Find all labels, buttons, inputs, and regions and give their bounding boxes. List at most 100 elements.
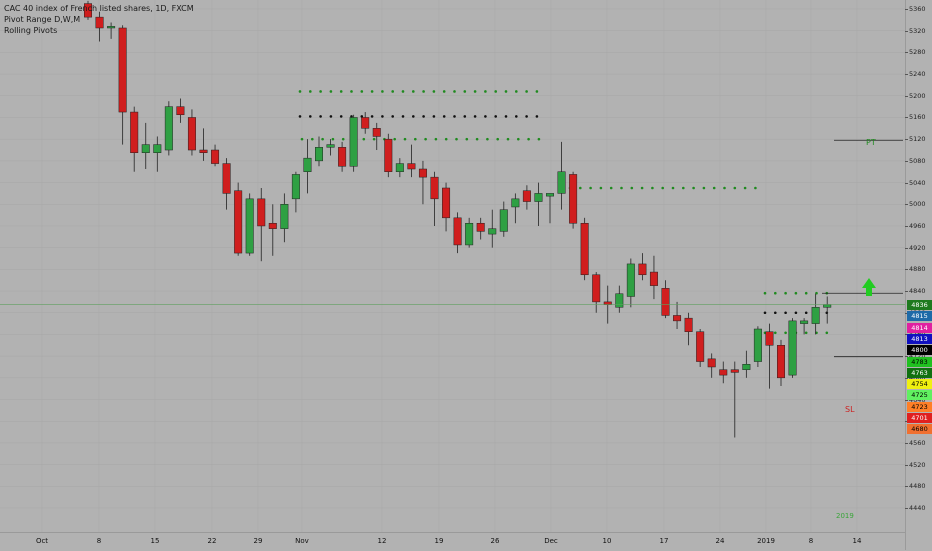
chart-legend: CAC 40 index of French listed shares, 1D… xyxy=(4,3,194,36)
target-up-arrow-icon xyxy=(862,278,876,296)
pivot-dot xyxy=(463,115,467,118)
time-tick-label: Oct xyxy=(35,537,49,545)
pivot-dot xyxy=(525,115,528,118)
candle-body xyxy=(673,315,682,322)
pivot-dot xyxy=(360,115,364,118)
price-tick-label: 4880 xyxy=(905,265,926,274)
price-tick-label: 4720 xyxy=(905,352,926,360)
candle-body xyxy=(234,190,243,254)
time-tick-label: 8 xyxy=(808,537,814,545)
overlays xyxy=(0,139,905,358)
pivot-dot xyxy=(535,115,539,118)
pivot-dot xyxy=(504,115,508,118)
pivot-dot xyxy=(599,186,603,190)
pivot-dot xyxy=(682,186,685,190)
candle-body xyxy=(384,138,393,172)
pivot-dot xyxy=(794,291,798,295)
pivot-dot xyxy=(515,115,518,118)
pivot-dot xyxy=(455,137,458,141)
symbol-title: CAC 40 index of French listed shares, 1D… xyxy=(4,4,194,13)
price-tick-label: 4680 xyxy=(905,373,926,382)
price-tick-label: 5360 xyxy=(905,5,926,13)
time-tick-label: 15 xyxy=(150,537,160,545)
candle-body xyxy=(476,222,485,232)
chart-pane[interactable]: CAC 40 index of French listed shares, 1D… xyxy=(0,0,905,532)
pivot-dot xyxy=(723,186,726,190)
year-watermark: 2019 xyxy=(836,512,854,520)
candle-body xyxy=(395,163,404,172)
candle-body xyxy=(326,144,335,148)
pivot-dot xyxy=(341,137,345,141)
pivot-dot xyxy=(319,115,322,118)
pivot-dot xyxy=(804,291,808,295)
candle-body xyxy=(661,288,670,316)
pivot-dot xyxy=(475,137,479,141)
candle-body xyxy=(257,198,266,227)
pivot-dot xyxy=(763,291,767,295)
price-level-tag: 4725 xyxy=(907,390,932,401)
price-tick-label: 4840 xyxy=(905,287,926,296)
pivot-dot xyxy=(774,331,777,335)
price-tick-label: 4520 xyxy=(905,460,926,469)
pivot-dot xyxy=(412,90,415,93)
candle-body xyxy=(153,144,162,153)
pivot-dot xyxy=(329,90,333,93)
price-tick-label: 4560 xyxy=(905,438,926,447)
price-level-tag: 4815 xyxy=(907,311,932,322)
time-tick-label: 19 xyxy=(434,537,444,545)
price-level-tag: 4723 xyxy=(907,401,932,412)
candle-body xyxy=(580,222,589,276)
candle-body xyxy=(407,163,416,170)
pivot-dot xyxy=(515,90,518,93)
candle-body xyxy=(522,190,531,202)
pivot-dot xyxy=(329,115,333,118)
candle-body xyxy=(603,301,612,305)
pivot-dot xyxy=(484,90,487,93)
time-tick-label: 2019 xyxy=(757,537,775,545)
pivot-dot xyxy=(494,115,498,118)
time-tick-label: 26 xyxy=(490,537,500,545)
price-level-tag: 4813 xyxy=(907,333,932,344)
pivot-dot xyxy=(525,90,528,93)
candle-body xyxy=(211,149,220,164)
price-tick-label: 4960 xyxy=(905,221,926,230)
pivot-dot xyxy=(309,90,312,93)
time-axis[interactable]: Oct 8 15 22 29 Nov 12 19 26 Dec 10 17 24 2019 8 14 xyxy=(0,532,905,551)
time-tick-label: 14 xyxy=(852,537,862,545)
pivot-dot xyxy=(319,90,322,93)
candle-body xyxy=(557,171,566,194)
candle-body xyxy=(696,331,705,362)
time-tick-label: 12 xyxy=(377,537,387,545)
time-tick-label: 8 xyxy=(96,537,102,545)
candle-body xyxy=(118,27,127,113)
price-tick-label: 5200 xyxy=(905,91,926,100)
time-tick-label: Nov xyxy=(295,537,309,545)
pivot-dot xyxy=(763,311,767,315)
candle-body xyxy=(418,168,427,178)
time-tick-label: Dec xyxy=(544,537,558,545)
candle-body xyxy=(349,117,358,167)
pivot-dot xyxy=(403,137,407,141)
price-tick-label: 5160 xyxy=(905,113,926,122)
pivot-dot xyxy=(422,115,425,118)
pivot-dot xyxy=(381,115,384,118)
pivot-dot xyxy=(651,186,654,190)
candle-body xyxy=(95,16,104,29)
pivot-dot xyxy=(434,137,438,141)
pivot-dot xyxy=(401,90,405,93)
price-tick-label: 5000 xyxy=(905,200,926,209)
pivot-dot xyxy=(754,186,757,190)
indicator-label-pivot-range: Pivot Range D,W,M xyxy=(4,15,81,24)
candle-body xyxy=(811,307,820,324)
candle-body xyxy=(130,111,139,153)
pivot-dot xyxy=(484,115,487,118)
candle-body xyxy=(361,117,370,129)
pivot-dot xyxy=(733,186,737,190)
candlestick-chart[interactable] xyxy=(0,0,905,532)
pivot-dot xyxy=(391,90,395,93)
pivot-dot xyxy=(671,186,675,190)
candle-body xyxy=(649,271,658,286)
price-axis[interactable]: 5360 5320 5280 5240 5200 5160 5120 5080 5040 5000… xyxy=(905,0,932,550)
candle-body xyxy=(742,364,751,370)
candle-body xyxy=(164,106,173,151)
